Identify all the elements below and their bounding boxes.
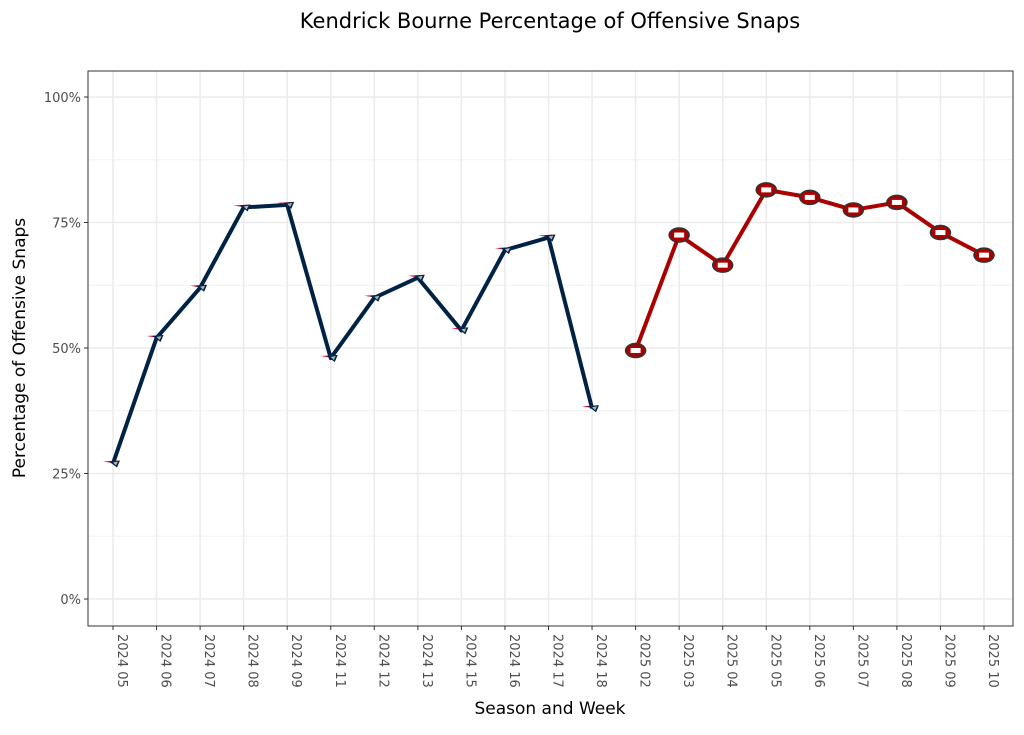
patriots-logo-marker bbox=[494, 247, 512, 255]
logo-face bbox=[156, 335, 162, 340]
logo-letters bbox=[979, 252, 989, 258]
logo-letters bbox=[674, 232, 685, 238]
logo-face bbox=[461, 328, 467, 333]
patriots-logo-marker bbox=[364, 294, 382, 302]
x-tick-label: 2024 08 bbox=[245, 634, 260, 688]
patriots-logo-marker bbox=[407, 274, 425, 282]
patriots-logo-marker bbox=[146, 334, 164, 342]
x-tick-label: 2025 03 bbox=[680, 634, 695, 688]
49ers-logo-marker bbox=[624, 342, 647, 359]
logo-face bbox=[330, 356, 336, 361]
y-tick-label: 0% bbox=[60, 593, 81, 608]
x-tick-label: 2025 07 bbox=[854, 634, 869, 688]
x-axis-label: Season and Week bbox=[474, 699, 625, 719]
x-tick-label: 2024 17 bbox=[550, 634, 565, 688]
x-tick-label: 2025 02 bbox=[637, 634, 652, 688]
49ers-logo-marker bbox=[755, 182, 777, 198]
49ers-logo-marker bbox=[842, 202, 865, 218]
patriots-logo-marker bbox=[277, 201, 295, 209]
x-tick-label: 2024 13 bbox=[419, 634, 434, 688]
logo-letters bbox=[891, 199, 902, 205]
x-tick-label: 2025 09 bbox=[941, 634, 956, 688]
x-tick-label: 2025 04 bbox=[724, 634, 739, 688]
x-tick-label: 2025 05 bbox=[767, 634, 782, 688]
49ers-logo-marker bbox=[711, 257, 734, 273]
patriots-logo-marker bbox=[190, 284, 208, 292]
y-tick-label: 75% bbox=[52, 217, 81, 232]
logo-face bbox=[113, 461, 118, 466]
49ers-logo-marker bbox=[799, 189, 821, 206]
logo-face bbox=[504, 248, 510, 253]
49ers-logo-marker bbox=[929, 224, 952, 241]
y-tick-label: 100% bbox=[44, 91, 81, 106]
patriots-logo-marker bbox=[451, 327, 469, 335]
y-tick-label: 50% bbox=[52, 342, 81, 357]
x-tick-label: 2024 05 bbox=[114, 634, 129, 688]
x-tick-label: 2024 18 bbox=[593, 634, 608, 688]
logo-face bbox=[287, 202, 293, 207]
y-axis-label: Percentage of Offensive Snaps bbox=[10, 218, 30, 478]
x-tick-label: 2024 15 bbox=[462, 634, 477, 688]
plot-panel-border bbox=[87, 70, 1014, 627]
x-tick-label: 2024 16 bbox=[506, 634, 521, 688]
patriots-logo-marker bbox=[103, 460, 120, 468]
x-tick-label: 2024 11 bbox=[332, 634, 347, 688]
logo-letters bbox=[761, 187, 772, 193]
x-tick-label: 2024 06 bbox=[158, 634, 173, 688]
logo-letters bbox=[717, 262, 728, 268]
49ers-logo-marker bbox=[973, 247, 995, 263]
logo-face bbox=[592, 406, 598, 411]
patriots-logo-marker bbox=[538, 234, 556, 242]
logo-face bbox=[243, 205, 249, 210]
logo-face bbox=[417, 275, 423, 280]
49ers-logo-marker bbox=[668, 227, 690, 243]
logo-face bbox=[374, 295, 380, 300]
x-tick-label: 2025 10 bbox=[985, 634, 1000, 688]
logo-letters bbox=[630, 348, 641, 354]
x-tick-label: 2024 12 bbox=[375, 634, 390, 688]
series-line-patriots bbox=[111, 202, 594, 465]
logo-letters bbox=[935, 230, 946, 236]
logo-letters bbox=[848, 207, 859, 213]
patriots-logo-marker bbox=[233, 204, 251, 212]
logo-face bbox=[200, 285, 206, 290]
x-tick-label: 2024 09 bbox=[288, 634, 303, 688]
49ers-logo-marker bbox=[886, 194, 908, 211]
patriots-logo-marker bbox=[582, 405, 600, 413]
y-tick-label: 25% bbox=[52, 468, 81, 483]
logo-letters bbox=[804, 194, 815, 200]
x-tick-label: 2024 07 bbox=[201, 634, 216, 688]
x-tick-label: 2025 06 bbox=[811, 634, 826, 688]
logo-face bbox=[548, 235, 554, 240]
chart-title: Kendrick Bourne Percentage of Offensive … bbox=[300, 9, 800, 33]
x-tick-label: 2025 08 bbox=[898, 634, 913, 688]
patriots-logo-marker bbox=[320, 355, 338, 363]
